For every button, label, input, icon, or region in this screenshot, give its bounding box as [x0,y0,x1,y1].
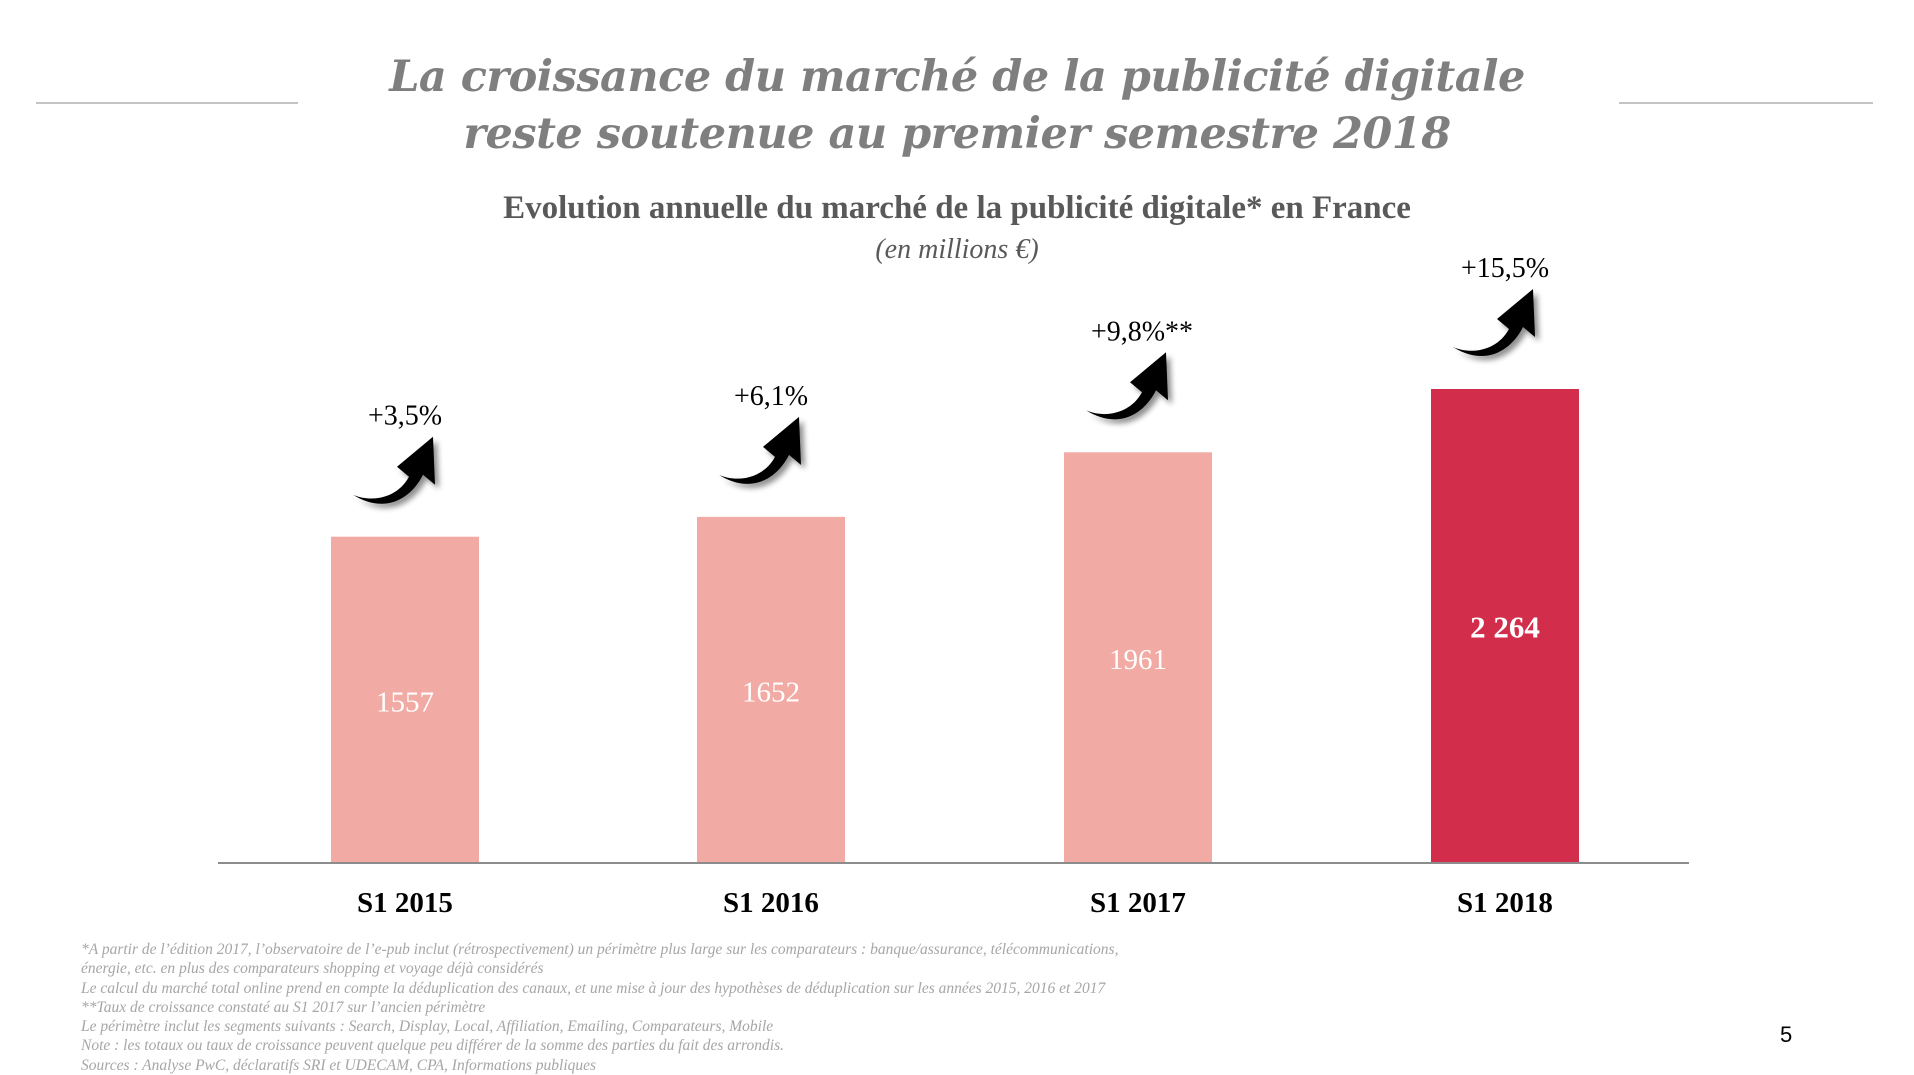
x-tick-label: S1 2016 [723,887,819,919]
footnote-line: **Taux de croissance constaté au S1 2017… [81,998,486,1016]
bar-value-label: 1652 [742,676,800,708]
footnote-line: *A partir de l’édition 2017, l’observato… [81,941,1119,958]
growth-rate-label: +9,8%** [1091,316,1193,347]
page-number: 5 [1780,1022,1793,1047]
bar-s1-2018 [1431,389,1579,862]
bar-s1-2017 [1064,452,1212,862]
footnote-line: Note : les totaux ou taux de croissance … [81,1037,784,1055]
bar-s1-2015 [331,536,479,862]
growth-arrow-icon [1453,289,1535,357]
growth-arrow-icon [1086,352,1168,420]
x-tick-label: S1 2017 [1090,887,1186,919]
growth-arrow-icon [353,436,435,504]
chart-subtitle: (en millions €) [875,234,1039,265]
bar-value-label: 1557 [376,686,434,718]
title-divider-right [1619,102,1873,104]
bar-s1-2016 [697,516,845,862]
chart-title: Evolution annuelle du marché de la publi… [503,190,1411,226]
footnote-line: Sources : Analyse PwC, déclaratifs SRI e… [81,1056,597,1074]
footnote-line: Le périmètre inclut les segments suivant… [81,1018,774,1036]
title-divider-left [36,102,298,104]
growth-rate-label: +15,5% [1461,253,1549,284]
x-tick-label: S1 2018 [1457,887,1553,919]
slide-title-line-2: reste soutenue au premier semestre 2018 [463,109,1451,159]
growth-rate-label: +6,1% [734,381,808,412]
footnote-line: Le calcul du marché total online prend e… [81,979,1106,997]
footnote-line: énergie, etc. en plus des comparateurs s… [81,960,544,978]
slide-title-line-1: La croissance du marché de la publicité … [389,52,1525,102]
bar-value-label: 2 264 [1470,610,1540,645]
growth-rate-label: +3,5% [368,401,442,432]
footnotes: *A partir de l’édition 2017, l’observato… [81,940,1381,1075]
growth-arrow-icon [719,416,801,484]
bar-value-label: 1961 [1109,644,1167,676]
x-tick-label: S1 2015 [357,887,453,919]
